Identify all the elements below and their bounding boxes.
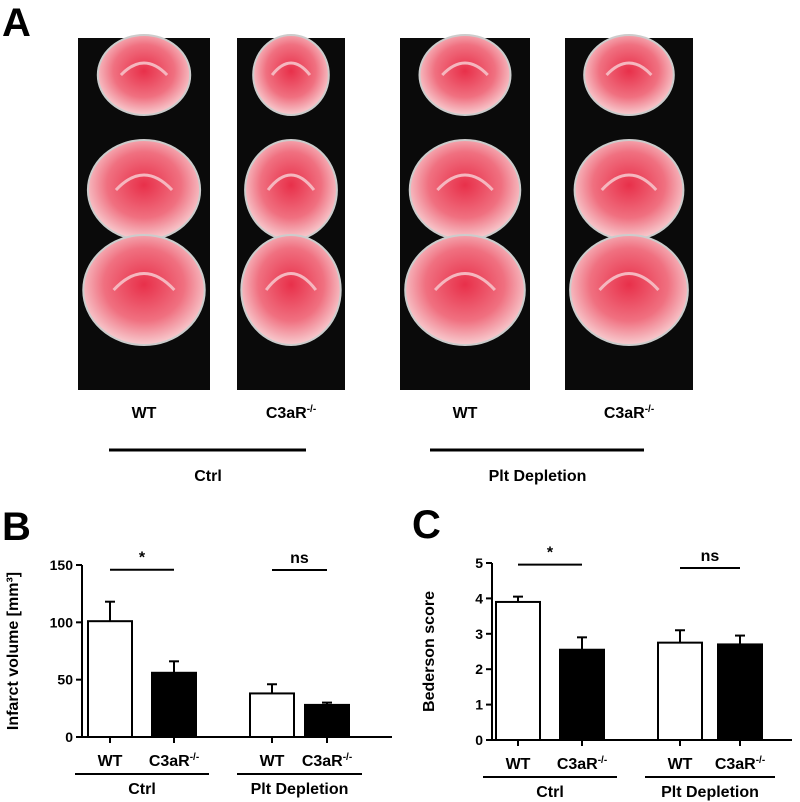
bar	[87, 620, 133, 738]
brain-detail	[600, 173, 658, 192]
brain-detail	[112, 272, 176, 292]
label-text: WT	[453, 405, 478, 422]
brain-detail	[441, 61, 489, 77]
label-superscript: -/-	[756, 755, 765, 766]
label-text: WT	[260, 753, 285, 770]
group-label: Plt Depletion	[251, 781, 349, 798]
significance-label: *	[547, 545, 554, 562]
group-label: Ctrl	[536, 784, 564, 801]
brain-slice	[244, 139, 338, 241]
y-tick-label: 0	[475, 732, 483, 748]
brain-detail	[114, 173, 174, 192]
y-axis-label: Infarct volume [mm³]	[5, 572, 22, 730]
y-tick-label: 0	[65, 729, 73, 745]
brain-slice	[573, 139, 685, 241]
category-label: C3aR-/-	[302, 752, 352, 770]
brain-detail	[433, 272, 497, 292]
y-tick-label: 4	[475, 590, 483, 606]
y-tick-label: 1	[475, 697, 483, 713]
category-label: C3aR-/-	[715, 755, 765, 773]
category-label: C3aR-/-	[149, 752, 199, 770]
brain-slice	[86, 139, 202, 241]
y-tick-label: 50	[57, 672, 73, 688]
group-label: Plt Depletion	[661, 784, 759, 801]
group-label: Ctrl	[194, 468, 222, 485]
brain-detail	[598, 272, 660, 291]
brain-slice	[408, 139, 522, 241]
bar	[249, 692, 295, 739]
category-label: WT	[132, 405, 157, 422]
bar	[717, 643, 763, 741]
label-superscript: -/-	[307, 404, 316, 415]
category-label: C3aR-/-	[604, 404, 654, 422]
brain-slice	[82, 234, 206, 346]
label-text: C3aR	[715, 756, 756, 773]
label-superscript: -/-	[645, 404, 654, 415]
brain-detail	[266, 173, 316, 191]
group-label: Plt Depletion	[489, 468, 587, 485]
brain-slice	[418, 34, 512, 116]
brain-slice	[583, 34, 675, 116]
brain-slice	[96, 34, 192, 116]
significance-label: ns	[290, 550, 309, 567]
brain-detail	[270, 61, 312, 76]
brain-detail	[264, 272, 318, 291]
y-tick-label: 100	[50, 614, 74, 630]
label-text: WT	[98, 753, 123, 770]
label-text: WT	[668, 756, 693, 773]
label-superscript: -/-	[343, 752, 352, 763]
y-axis-label: Bederson score	[421, 591, 438, 712]
brain-slice	[404, 234, 526, 346]
category-label: WT	[260, 753, 285, 770]
brain-detail	[119, 61, 169, 77]
y-tick-label: 5	[475, 555, 483, 571]
y-tick-label: 3	[475, 626, 483, 642]
category-label: C3aR-/-	[557, 755, 607, 773]
brain-detail	[605, 61, 653, 77]
brain-slice	[240, 234, 342, 346]
brain-detail	[436, 173, 494, 192]
label-text: C3aR	[604, 405, 645, 422]
bar	[304, 703, 350, 738]
y-tick-label: 2	[475, 661, 483, 677]
significance-label: *	[139, 550, 146, 567]
label-superscript: -/-	[190, 752, 199, 763]
brain-slice	[252, 34, 330, 116]
bar	[559, 648, 605, 741]
panel-letter: B	[2, 505, 31, 549]
label-text: WT	[132, 405, 157, 422]
label-text: C3aR	[557, 756, 598, 773]
label-superscript: -/-	[598, 755, 607, 766]
category-label: WT	[453, 405, 478, 422]
bar	[495, 600, 541, 741]
category-label: WT	[98, 753, 123, 770]
category-label: WT	[506, 756, 531, 773]
group-label: Ctrl	[128, 781, 156, 798]
label-text: C3aR	[266, 405, 307, 422]
panel-letter: A	[2, 1, 31, 45]
label-text: C3aR	[149, 753, 190, 770]
bar	[657, 641, 703, 742]
brain-slice	[569, 234, 689, 346]
category-label: C3aR-/-	[266, 404, 316, 422]
label-text: C3aR	[302, 753, 343, 770]
label-text: WT	[506, 756, 531, 773]
bar	[151, 671, 197, 739]
y-tick-label: 150	[50, 557, 74, 573]
panel-a: WT C3aR-/- WT C3aR-/-Ctrl Plt Depletion	[78, 34, 693, 485]
category-label: WT	[668, 756, 693, 773]
significance-label: ns	[701, 548, 720, 565]
panel-letter: C	[412, 503, 441, 547]
